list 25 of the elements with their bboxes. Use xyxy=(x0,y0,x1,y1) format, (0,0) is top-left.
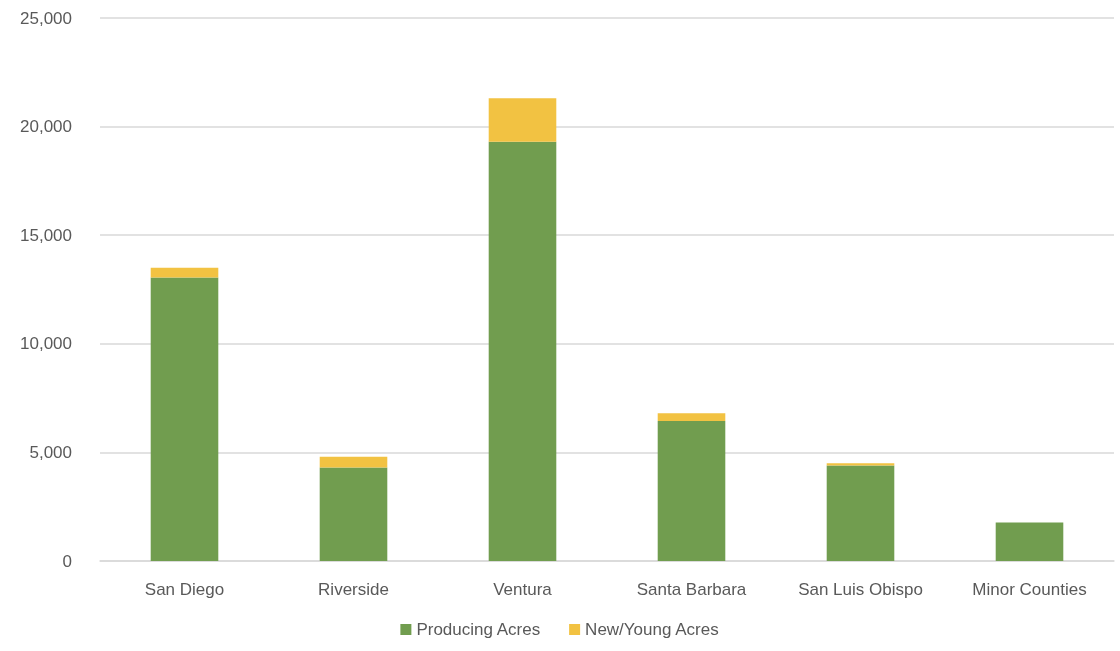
y-tick-label: 5,000 xyxy=(29,442,72,462)
x-tick-label: Santa Barbara xyxy=(636,580,747,599)
bar xyxy=(488,98,557,142)
legend-label: Producing Acres xyxy=(416,620,541,639)
y-tick-label: 20,000 xyxy=(20,117,72,137)
x-tick-label: Ventura xyxy=(493,580,553,599)
bar xyxy=(150,267,219,278)
x-tick-label: San Diego xyxy=(144,580,225,599)
bar xyxy=(319,467,388,561)
bar xyxy=(657,420,726,561)
y-tick-label: 10,000 xyxy=(20,334,72,354)
bar xyxy=(826,465,895,561)
bar xyxy=(657,413,726,421)
bar xyxy=(488,141,557,561)
y-tick-label: 15,000 xyxy=(20,225,72,245)
x-tick-label: Riverside xyxy=(318,580,389,599)
bar xyxy=(319,456,388,468)
bar xyxy=(995,522,1064,561)
x-tick-label: San Luis Obispo xyxy=(798,580,923,599)
bar xyxy=(826,463,895,466)
y-tick-label: 25,000 xyxy=(20,8,72,28)
bar xyxy=(150,277,219,561)
x-tick-label: Minor Counties xyxy=(972,580,1087,599)
y-tick-label: 0 xyxy=(62,551,72,571)
legend-label: New/Young Acres xyxy=(585,620,719,639)
